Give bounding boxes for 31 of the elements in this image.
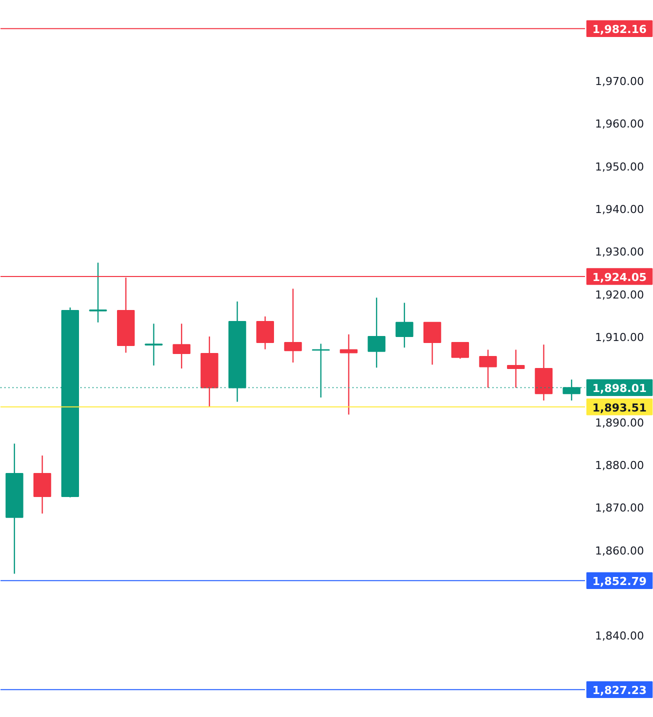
ref-line-label: 1,827.23	[592, 684, 647, 698]
y-tick-label: 1,950.00	[595, 160, 644, 174]
y-tick-label: 1,930.00	[595, 246, 644, 259]
y-tick-label: 1,890.00	[595, 416, 644, 430]
candlestick	[89, 262, 107, 324]
candlestick	[144, 323, 163, 366]
ref-line-label: 1,852.79	[592, 575, 647, 588]
ref-line-label: 1,924.05	[592, 271, 647, 284]
candlestick	[368, 297, 386, 368]
y-tick-label: 1,970.00	[595, 75, 644, 88]
y-tick-label: 1,960.00	[595, 118, 644, 131]
candlestick	[396, 302, 414, 348]
y-tick-label: 1,860.00	[595, 544, 644, 558]
y-tick-label: 1,940.00	[595, 202, 644, 216]
candlestick	[423, 322, 442, 366]
candlestick	[507, 349, 525, 388]
y-tick-label: 1,920.00	[595, 288, 644, 302]
candlestick	[451, 342, 469, 360]
y-tick-label: 1,840.00	[595, 630, 644, 643]
candlestick	[340, 334, 358, 416]
candlestick	[479, 349, 497, 388]
candlestick	[33, 454, 52, 514]
y-tick-label: 1,910.00	[595, 330, 644, 344]
candlestick	[256, 316, 274, 350]
ref-line-label: 1,898.01	[592, 382, 647, 396]
ref-line-label: 1,893.51	[592, 401, 647, 414]
ref-line-label: 1,982.16	[592, 23, 647, 36]
y-tick-label: 1,880.00	[595, 458, 644, 472]
y-tick-label: 1,870.00	[595, 502, 644, 515]
candlestick	[172, 323, 190, 370]
candlestick	[284, 288, 302, 364]
